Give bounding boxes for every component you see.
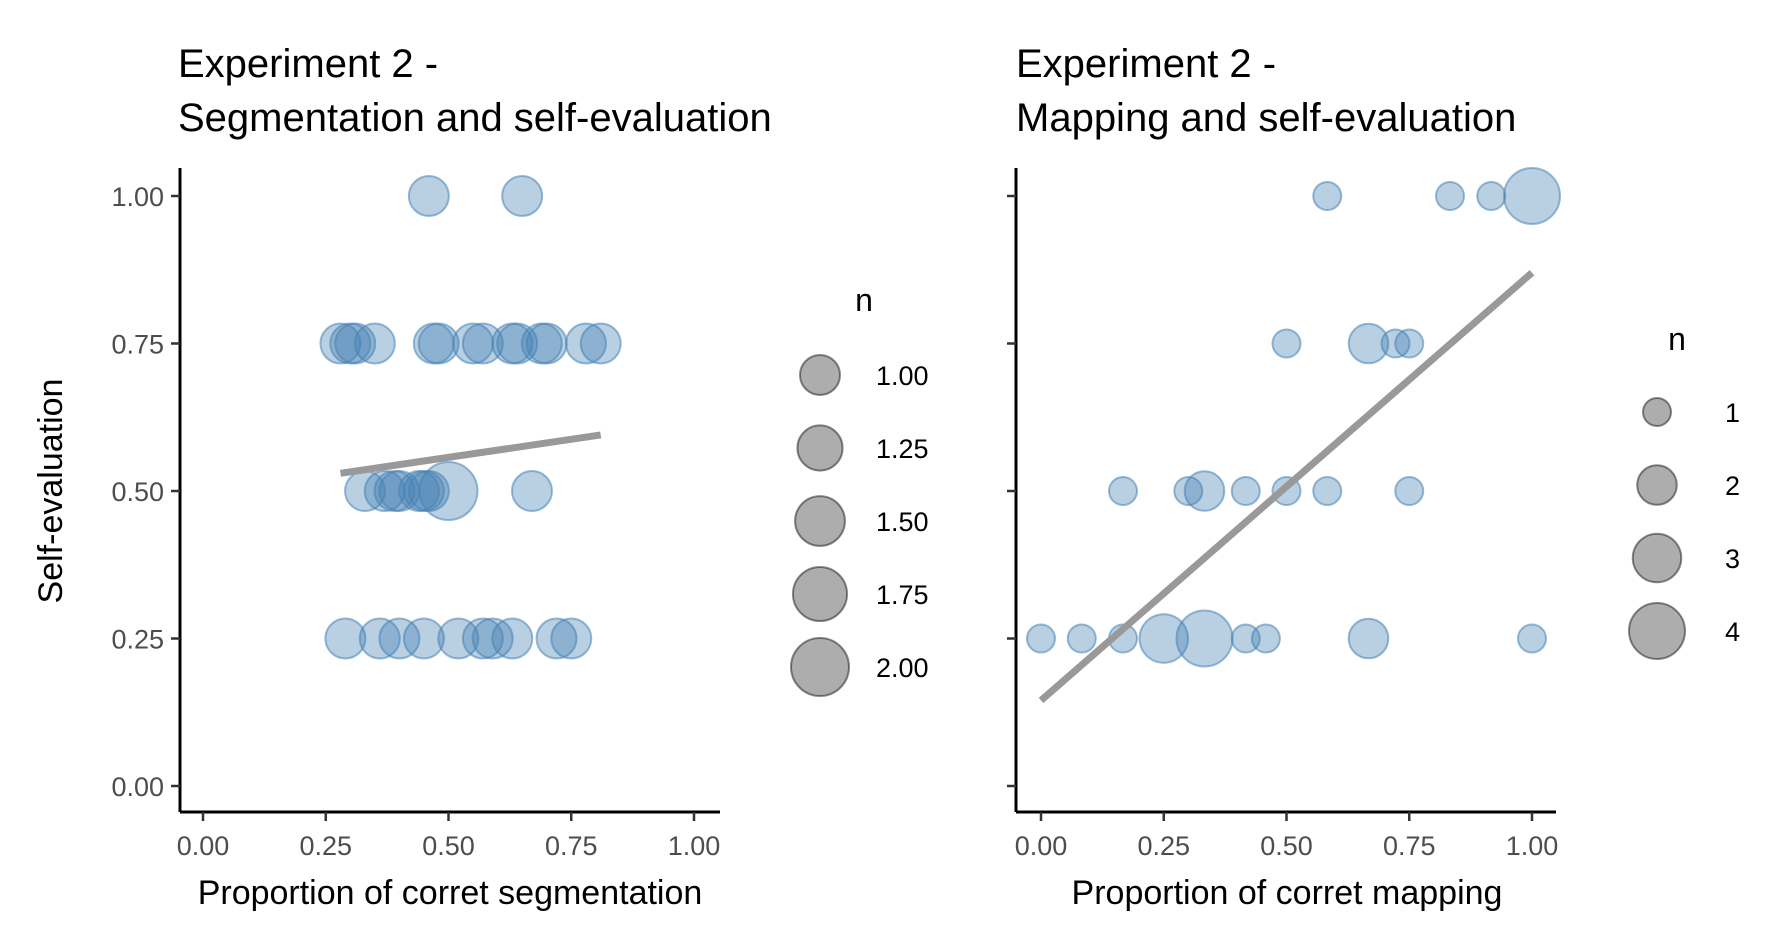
x-tick-label: 1.00 (668, 831, 721, 861)
legend-key (1636, 464, 1678, 506)
x-tick-label: 0.50 (422, 831, 475, 861)
data-point (353, 322, 396, 365)
data-point (496, 322, 539, 365)
data-point (535, 617, 578, 660)
legend-label: 1 (1725, 398, 1740, 428)
data-point (1138, 613, 1189, 664)
x-tick-label: 0.50 (1260, 831, 1313, 861)
data-point (417, 322, 460, 365)
data-point (1435, 181, 1466, 211)
x-tick-label: 0.25 (299, 831, 352, 861)
data-point (1503, 167, 1561, 225)
legend-key (791, 565, 849, 623)
data-point (1347, 322, 1390, 365)
x-tick-label: 0.75 (1383, 831, 1436, 861)
x-tick-label: 1.00 (1506, 831, 1559, 861)
data-point (564, 322, 607, 365)
x-tick-label: 0.00 (1015, 831, 1068, 861)
legend-key (794, 495, 846, 547)
legend-key (796, 424, 844, 472)
data-point (461, 322, 504, 365)
panel-1: Experiment 2 - Segmentation and self-eval… (32, 42, 929, 912)
data-point (1026, 623, 1056, 654)
data-point (1517, 623, 1547, 654)
data-point (1394, 476, 1425, 506)
legend: n 1 2 3 4 (1628, 321, 1740, 660)
y-tick-label: 0.25 (111, 625, 164, 655)
legend-label: 1.25 (876, 434, 929, 464)
data-point (319, 322, 362, 365)
y-tick-label: 0.75 (111, 330, 164, 360)
y-axis-title: Self-evaluation (32, 379, 70, 604)
data-point (1476, 181, 1507, 211)
data-point (510, 470, 553, 512)
legend-title: n (855, 282, 873, 318)
legend-label: 1.50 (876, 507, 929, 537)
points-layer (319, 175, 622, 660)
data-point (461, 617, 504, 660)
data-point (1250, 623, 1281, 654)
chart-title: Experiment 2 - (1016, 42, 1276, 86)
data-point (1394, 328, 1425, 359)
data-point (378, 617, 421, 660)
trend-line (1038, 270, 1535, 704)
legend-label: 2.00 (876, 653, 929, 683)
legend-label: 4 (1725, 617, 1740, 647)
data-point (437, 617, 480, 660)
data-point (1347, 617, 1390, 660)
data-point (501, 175, 544, 217)
data-point (1312, 181, 1343, 211)
legend-key (799, 354, 841, 396)
legend-title: n (1668, 321, 1686, 357)
data-point (1271, 328, 1302, 359)
legend-key (790, 637, 850, 697)
data-point (1312, 476, 1343, 506)
data-point (1175, 609, 1234, 668)
legend-key (1628, 602, 1686, 660)
panel-2: Experiment 2 - Mapping and self-evaluatio… (1007, 42, 1740, 912)
data-point (418, 461, 479, 521)
data-point (1173, 476, 1204, 506)
x-tick-label: 0.25 (1137, 831, 1190, 861)
data-point (1107, 476, 1138, 506)
data-point (525, 322, 568, 365)
data-point (407, 175, 450, 217)
y-tick-label: 1.00 (111, 182, 164, 212)
y-tick-label: 0.50 (111, 477, 164, 507)
legend-label: 3 (1725, 544, 1740, 574)
x-tick-label: 0.00 (177, 831, 230, 861)
chart-title: Experiment 2 - (178, 42, 438, 86)
data-point (402, 617, 445, 660)
chart-subtitle: Mapping and self-evaluation (1016, 96, 1516, 140)
data-point (579, 322, 622, 365)
trend-line (339, 431, 602, 477)
x-axis-title: Proportion of corret mapping (1072, 874, 1503, 912)
x-axis-title: Proportion of corret segmentation (198, 874, 703, 912)
points-layer (1026, 167, 1561, 668)
x-tick-label: 0.75 (545, 831, 598, 861)
data-point (1230, 476, 1261, 506)
legend: n 1.00 1.25 1.50 1.75 2.00 (790, 282, 929, 697)
y-tick-label: 0.00 (111, 772, 164, 802)
data-point (324, 617, 367, 660)
data-point (1183, 470, 1226, 512)
legend-key (1631, 532, 1683, 584)
data-point (1066, 623, 1097, 654)
legend-key (1642, 397, 1672, 427)
legend-label: 2 (1725, 471, 1740, 501)
legend-label: 1.75 (876, 580, 929, 610)
data-point (550, 617, 593, 660)
legend-label: 1.00 (876, 361, 929, 391)
chart-subtitle: Segmentation and self-evaluation (178, 96, 772, 140)
data-point (491, 617, 534, 660)
